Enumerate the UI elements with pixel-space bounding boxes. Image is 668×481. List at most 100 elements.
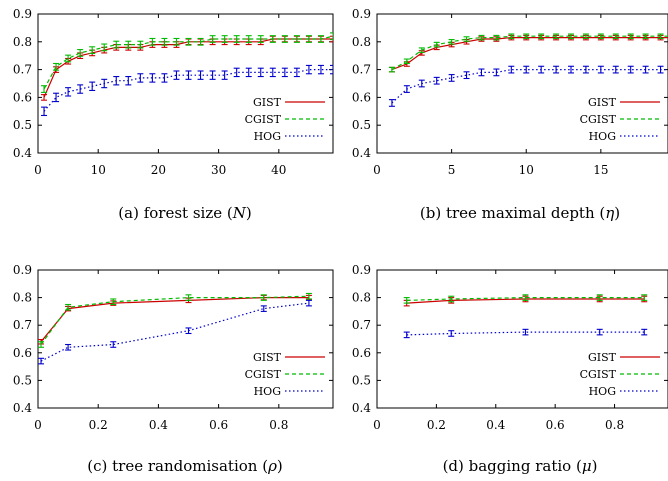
error-bar-cgist bbox=[553, 33, 560, 40]
plot-frame bbox=[376, 13, 668, 154]
error-bar-hog bbox=[305, 299, 312, 307]
error-bar-hog bbox=[582, 65, 589, 74]
error-bar-cgist bbox=[568, 33, 574, 40]
legend-label-hog: HOG bbox=[254, 130, 281, 143]
error-bar-cgist bbox=[125, 40, 132, 49]
error-bar-hog bbox=[478, 68, 485, 77]
caption-variable: η bbox=[605, 204, 614, 222]
error-bar-cgist bbox=[508, 33, 515, 40]
error-bar-cgist bbox=[612, 33, 619, 40]
error-bar-hog bbox=[388, 99, 395, 107]
caption-close: ) bbox=[592, 457, 598, 475]
error-bar-hog bbox=[77, 84, 84, 94]
x-tick-label: 0.2 bbox=[427, 418, 446, 432]
error-bar-cgist bbox=[641, 294, 648, 301]
error-bar-cgist bbox=[65, 54, 72, 63]
error-bar-cgist bbox=[233, 35, 240, 43]
error-bar-cgist bbox=[77, 49, 84, 57]
error-bar-hog bbox=[89, 81, 96, 91]
error-bar-cgist bbox=[597, 33, 604, 40]
error-bar-cgist bbox=[269, 35, 276, 43]
x-tick-label: 0.8 bbox=[269, 418, 288, 432]
error-bar-cgist bbox=[448, 39, 455, 45]
y-tick-label: 0.5 bbox=[13, 373, 32, 387]
y-tick-label: 0.8 bbox=[352, 35, 371, 49]
x-tick-label: 0.6 bbox=[546, 418, 565, 432]
series-line-gist bbox=[43, 38, 333, 98]
error-bar-cgist bbox=[260, 294, 267, 301]
y-tick-label: 0.8 bbox=[13, 35, 32, 49]
series-line-gist bbox=[40, 297, 309, 343]
error-bar-hog bbox=[53, 92, 60, 103]
error-bar-hog bbox=[41, 106, 48, 117]
x-tick-label: 15 bbox=[593, 163, 608, 177]
legend-label-hog: HOG bbox=[589, 130, 616, 143]
series-line-hog bbox=[40, 302, 309, 362]
error-bar-hog bbox=[38, 357, 45, 365]
error-bar-cgist bbox=[657, 33, 664, 40]
error-bar-hog bbox=[65, 87, 72, 97]
x-tick-label: 30 bbox=[211, 163, 226, 177]
error-bar-cgist bbox=[317, 35, 324, 43]
error-bar-cgist bbox=[538, 33, 545, 40]
error-bar-cgist bbox=[293, 35, 300, 43]
error-bar-hog bbox=[125, 76, 132, 86]
error-bar-cgist bbox=[197, 37, 204, 46]
y-tick-label: 0.7 bbox=[352, 63, 371, 77]
error-bar-cgist bbox=[137, 40, 144, 49]
error-bar-cgist bbox=[305, 35, 312, 43]
error-bar-cgist bbox=[185, 37, 192, 46]
error-bar-cgist bbox=[113, 40, 120, 49]
error-bar-cgist bbox=[257, 35, 264, 43]
error-bar-hog bbox=[433, 76, 440, 85]
error-bar-hog bbox=[221, 70, 228, 80]
error-bar-cgist bbox=[627, 33, 634, 40]
series-line-cgist bbox=[406, 297, 645, 301]
error-bar-hog bbox=[522, 328, 529, 336]
plot-frame bbox=[37, 269, 334, 409]
error-bar-hog bbox=[293, 67, 300, 78]
error-bar-hog bbox=[197, 70, 204, 80]
panel-caption: (d) bagging ratio (μ) bbox=[443, 457, 598, 475]
error-bar-hog bbox=[110, 341, 117, 348]
error-bar-hog bbox=[642, 65, 649, 74]
caption-close: ) bbox=[614, 204, 620, 222]
error-bar-cgist bbox=[53, 62, 60, 71]
caption-text: (d) bagging ratio ( bbox=[443, 457, 582, 475]
x-tick-label: 10 bbox=[91, 163, 106, 177]
x-tick-label: 0.8 bbox=[605, 418, 624, 432]
error-bar-hog bbox=[508, 65, 515, 74]
x-tick-label: 0.6 bbox=[209, 418, 228, 432]
x-tick-label: 0.2 bbox=[89, 418, 108, 432]
error-bar-hog bbox=[463, 71, 470, 80]
error-bar-cgist bbox=[330, 32, 333, 41]
series-line-hog bbox=[391, 68, 668, 104]
error-bar-hog bbox=[403, 85, 410, 93]
error-bar-cgist bbox=[642, 33, 649, 40]
x-tick-label: 0.4 bbox=[149, 418, 168, 432]
error-bar-hog bbox=[553, 65, 560, 74]
x-tick-label: 5 bbox=[448, 163, 456, 177]
error-bar-cgist bbox=[173, 37, 180, 46]
y-tick-label: 0.8 bbox=[352, 291, 371, 305]
y-tick-label: 0.7 bbox=[352, 318, 371, 332]
error-bar-hog bbox=[568, 65, 574, 74]
error-bar-hog bbox=[260, 305, 267, 312]
y-tick-label: 0.9 bbox=[13, 263, 32, 277]
error-bar-cgist bbox=[388, 66, 395, 73]
legend-label-cgist: CGIST bbox=[245, 113, 282, 126]
error-bar-cgist bbox=[582, 33, 589, 40]
y-tick-label: 0.5 bbox=[352, 118, 371, 132]
y-tick-label: 0.5 bbox=[13, 118, 32, 132]
panel-forest-size: 0.4 0.5 0.6 0.7 0.8 0.9 0 10 20 30 40 GIST CGIST HOG (… bbox=[13, 7, 334, 222]
error-bar-hog bbox=[418, 79, 425, 88]
error-bar-cgist bbox=[161, 37, 168, 46]
error-bar-hog bbox=[185, 327, 192, 335]
x-tick-label: 40 bbox=[271, 163, 286, 177]
error-bar-cgist bbox=[185, 294, 192, 301]
series-line-cgist bbox=[391, 35, 668, 71]
x-tick-label: 0 bbox=[34, 418, 42, 432]
error-bar-hog bbox=[448, 74, 455, 82]
error-bar-cgist bbox=[478, 34, 485, 41]
